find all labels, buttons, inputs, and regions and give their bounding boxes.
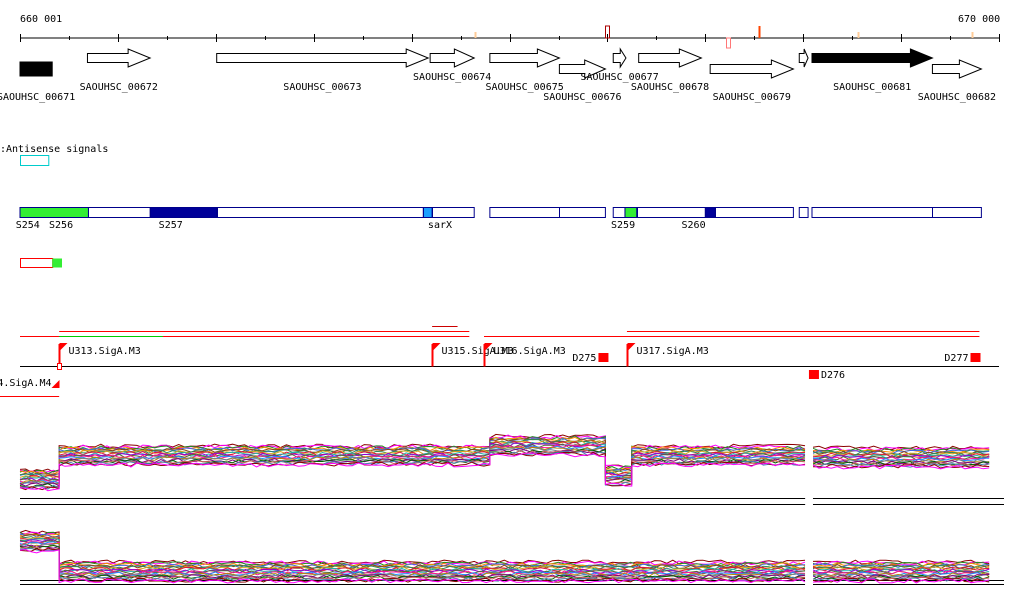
segment-fill [422,207,433,218]
gene-label-g672: SAOUHSC_00672 [80,82,158,93]
gene-arrow-g674 [429,48,476,68]
small-outline-box [20,258,54,268]
small-box-track [20,258,63,268]
gene-block-g671 [19,61,53,77]
expression-profile-line [19,547,990,583]
expression-profile-line [19,447,990,487]
promoter-label: U316.SigA.M3 [494,346,566,357]
segment-fill [624,207,638,218]
segment-fill [19,207,89,218]
antisense-box [20,155,50,166]
expression-gap [805,527,813,587]
gene-label-g674: SAOUHSC_00674 [413,72,491,83]
terminator-block [970,353,981,362]
axis-end-label: 670 000 [958,14,1000,25]
promoter-flag [627,343,636,351]
segment-outline [489,207,606,218]
gene-arrow-g676 [558,59,607,79]
terminator-label: D275 [572,353,596,364]
promoter-flag [59,343,68,351]
expression-gap [805,435,813,495]
expression-profile-line [19,548,990,584]
gene-arrow-g680 [798,48,809,68]
terminator-block [808,370,819,379]
promoter-tss-box [57,363,62,370]
antisense-title: :Antisense signals [0,144,108,155]
small-green-fill [52,258,63,268]
gene-arrow-g673 [216,48,430,68]
expression-profile-line [19,433,990,473]
gene-label-g673: SAOUHSC_00673 [283,82,361,93]
segment-label: S257 [159,220,183,231]
gene-arrow-g672 [86,48,152,68]
segment-track: S254 S256 S257 sarX S259 S260 [16,207,982,231]
promoter-flag [432,343,441,351]
promoter-label: U313.SigA.M3 [69,346,141,357]
gene-arrow-g679 [709,59,795,79]
axis-signal-box [605,25,610,39]
gene-arrow-g681 [811,48,934,68]
segment-label: S259 [611,220,635,231]
segment-label: sarX [428,220,452,231]
gene-arrow-g677 [612,47,627,69]
gene-label-g678: SAOUHSC_00678 [631,82,709,93]
gene-label-g677: SAOUHSC_00677 [580,72,658,83]
gene-label-g671: SAOUHSC_00671 [0,92,75,103]
gene-label-g681: SAOUHSC_00681 [833,82,911,93]
terminator-block [598,353,609,362]
antisense-track [20,155,50,166]
terminator-label: D276 [821,370,845,381]
gene-track: SAOUHSC_00671 SAOUHSC_00672 SAOUHSC_00673 S… [0,47,996,103]
expression-profile-line [19,450,990,490]
segment-label: S256 [49,220,73,231]
gene-label-g679: SAOUHSC_00679 [713,92,791,103]
promoter-flag [484,343,493,351]
segment-outline [798,207,809,218]
expression-profile-line [19,451,990,491]
promoter-flag-reverse [51,380,60,388]
gene-label-g682: SAOUHSC_00682 [918,92,996,103]
segment-label: S254 [16,220,40,231]
expression-profile-line [19,452,990,492]
gene-label-g676: SAOUHSC_00676 [543,92,621,103]
terminator-label: D277 [944,353,968,364]
segment-fill [149,207,218,218]
promoter-label: 4.SigA.M4 [0,378,52,389]
axis-signal-box [726,37,731,49]
segment-label: S260 [682,220,706,231]
expression-profile-line [19,529,990,565]
promoter-label: U315.SigA.M3 [442,346,514,357]
gene-arrow-g682 [931,59,983,79]
axis-start-label: 660 001 [20,14,62,25]
segment-fill [704,207,716,218]
gene-arrow-g675 [489,48,561,68]
coordinate-axis [20,25,1000,49]
segment-outline [612,207,626,218]
promoter-label: U317.SigA.M3 [637,346,709,357]
gene-label-g675: SAOUHSC_00675 [485,82,563,93]
segment-outline [811,207,982,218]
expression-track [19,433,1004,587]
gene-arrow-g678 [638,48,703,68]
